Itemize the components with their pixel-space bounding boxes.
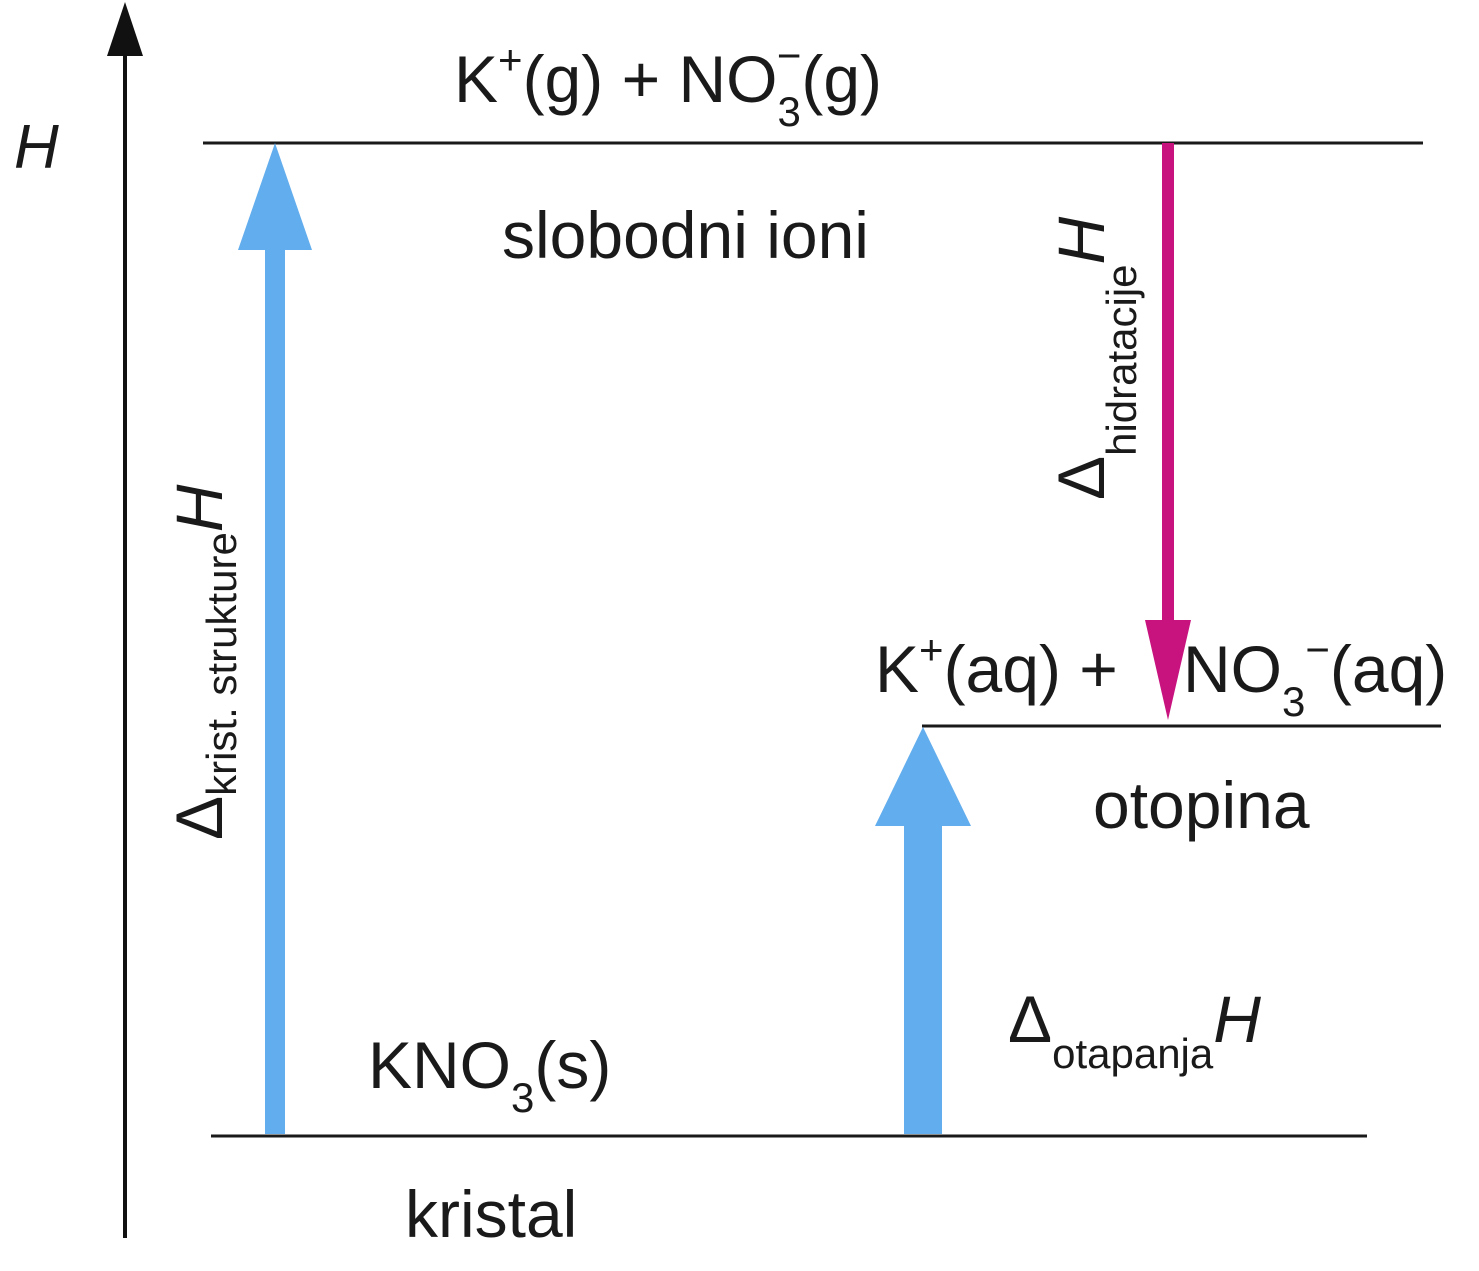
lattice-enthalpy-arrow [238,143,312,1134]
enthalpy-axis-label: H [14,113,59,182]
hydration-enthalpy-label: ΔhidratacijeH [1044,216,1145,500]
gas-ions-formula: K+(g) + NO3−(g) [454,32,882,135]
svg-text:Δkrist. struktureH: Δkrist. struktureH [162,484,245,840]
lattice-enthalpy-label: Δkrist. struktureH [162,484,245,840]
crystal-formula: KNO3(s) [368,1028,611,1121]
hydration-enthalpy-arrow [1145,143,1191,720]
crystal-description: kristal [405,1177,577,1251]
solution-enthalpy-label: ΔotapanjaH [1008,982,1261,1077]
svg-text:ΔhidratacijeH: ΔhidratacijeH [1044,216,1145,500]
enthalpy-axis-arrowhead [107,2,143,56]
solution-description: otopina [1093,768,1310,842]
solution-enthalpy-arrow [875,727,971,1134]
solution-ions-formula: K+(aq) + NO3−(aq) [875,626,1447,725]
gas-ions-description: slobodni ioni [502,198,869,272]
